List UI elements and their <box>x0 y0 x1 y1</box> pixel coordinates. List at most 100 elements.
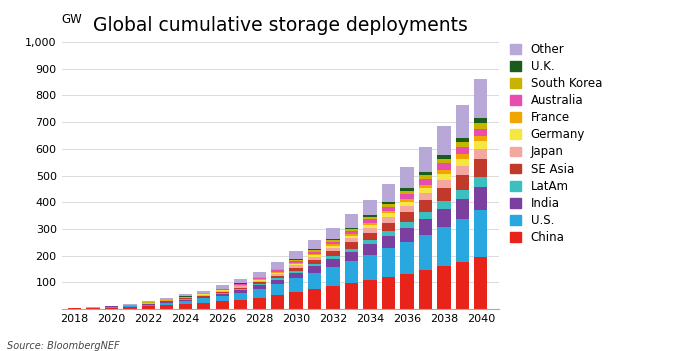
Bar <box>382 211 395 213</box>
Bar <box>345 252 358 261</box>
Bar <box>160 305 174 309</box>
Bar <box>474 159 488 177</box>
Bar <box>400 206 414 212</box>
Bar <box>123 306 137 307</box>
Bar <box>215 291 229 292</box>
Bar <box>326 242 340 244</box>
Bar <box>252 298 266 309</box>
Bar <box>456 159 469 166</box>
Bar <box>382 277 395 309</box>
Bar <box>419 188 432 193</box>
Bar <box>252 272 266 277</box>
Bar <box>289 271 303 273</box>
Bar <box>345 236 358 238</box>
Bar <box>197 291 211 293</box>
Bar <box>271 269 285 270</box>
Bar <box>363 240 377 244</box>
Bar <box>252 285 266 289</box>
Bar <box>419 200 432 212</box>
Bar <box>456 143 469 147</box>
Bar <box>179 304 192 309</box>
Bar <box>289 273 303 278</box>
Bar <box>234 285 248 286</box>
Bar <box>160 303 174 305</box>
Bar <box>437 227 451 266</box>
Title: Global cumulative storage deployments: Global cumulative storage deployments <box>93 16 468 35</box>
Bar <box>289 278 303 292</box>
Bar <box>400 228 414 242</box>
Bar <box>363 244 377 255</box>
Bar <box>419 212 432 219</box>
Bar <box>400 201 414 206</box>
Bar <box>197 297 211 298</box>
Bar <box>345 283 358 309</box>
Bar <box>234 290 248 293</box>
Bar <box>419 185 432 188</box>
Bar <box>419 179 432 185</box>
Bar <box>326 286 340 309</box>
Bar <box>456 138 469 143</box>
Bar <box>400 199 414 201</box>
Bar <box>197 295 211 296</box>
Text: GW: GW <box>62 13 82 26</box>
Bar <box>474 118 488 123</box>
Bar <box>179 301 192 304</box>
Bar <box>363 215 377 217</box>
Bar <box>326 246 340 248</box>
Bar <box>215 293 229 294</box>
Bar <box>326 256 340 259</box>
Bar <box>308 266 321 273</box>
Bar <box>234 287 248 289</box>
Bar <box>308 273 321 290</box>
Bar <box>345 249 358 252</box>
Bar <box>382 248 395 277</box>
Bar <box>437 209 451 227</box>
Bar <box>215 296 229 302</box>
Bar <box>419 193 432 200</box>
Bar <box>363 279 377 309</box>
Bar <box>289 251 303 259</box>
Bar <box>215 294 229 296</box>
Bar <box>308 290 321 309</box>
Bar <box>142 305 155 306</box>
Bar <box>234 286 248 287</box>
Bar <box>474 79 488 118</box>
Bar <box>400 194 414 199</box>
Bar <box>400 242 414 274</box>
Bar <box>289 265 303 268</box>
Bar <box>363 217 377 219</box>
Bar <box>345 238 358 243</box>
Bar <box>419 235 432 270</box>
Bar <box>308 249 321 251</box>
Bar <box>363 223 377 225</box>
Bar <box>271 272 285 273</box>
Bar <box>271 271 285 272</box>
Bar <box>215 289 229 290</box>
Bar <box>308 251 321 252</box>
Bar <box>474 141 488 149</box>
Bar <box>234 289 248 290</box>
Bar <box>400 188 414 191</box>
Bar <box>456 199 469 219</box>
Bar <box>437 126 451 155</box>
Bar <box>400 191 414 194</box>
Bar <box>474 177 488 187</box>
Bar <box>68 308 81 309</box>
Bar <box>437 179 451 188</box>
Bar <box>326 240 340 242</box>
Bar <box>252 279 266 280</box>
Bar <box>234 284 248 285</box>
Bar <box>271 295 285 309</box>
Bar <box>179 300 192 301</box>
Bar <box>289 292 303 309</box>
Bar <box>179 299 192 300</box>
Bar <box>326 239 340 240</box>
Bar <box>456 147 469 154</box>
Bar <box>437 155 451 159</box>
Bar <box>382 207 395 211</box>
Bar <box>363 233 377 240</box>
Bar <box>252 284 266 285</box>
Bar <box>308 252 321 254</box>
Bar <box>474 128 488 136</box>
Bar <box>271 276 285 278</box>
